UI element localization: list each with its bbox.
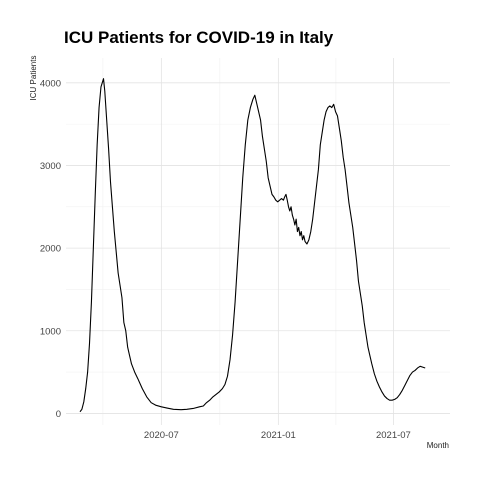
y-axis-label: ICU Patients (29, 56, 38, 101)
major-gridlines (66, 58, 450, 425)
series-group (79, 78, 426, 413)
chart-title: ICU Patients for COVID-19 in Italy (64, 28, 334, 47)
y-tick-label: 2000 (40, 244, 61, 255)
y-tick-label: 3000 (40, 161, 61, 172)
y-tick-label: 4000 (40, 78, 61, 89)
x-tick-label: 2021-01 (261, 430, 296, 441)
x-tick-label: 2021-07 (376, 430, 411, 441)
minor-gridlines (66, 58, 450, 425)
x-tick-labels: 2020-07 2021-01 2021-07 (144, 430, 411, 441)
x-tick-label: 2020-07 (144, 430, 179, 441)
x-axis-label: Month (427, 441, 449, 450)
y-tick-label: 0 (56, 409, 61, 420)
y-tick-labels: 0 1000 2000 3000 4000 (40, 78, 61, 420)
series-line (79, 78, 426, 413)
y-tick-label: 1000 (40, 326, 61, 337)
